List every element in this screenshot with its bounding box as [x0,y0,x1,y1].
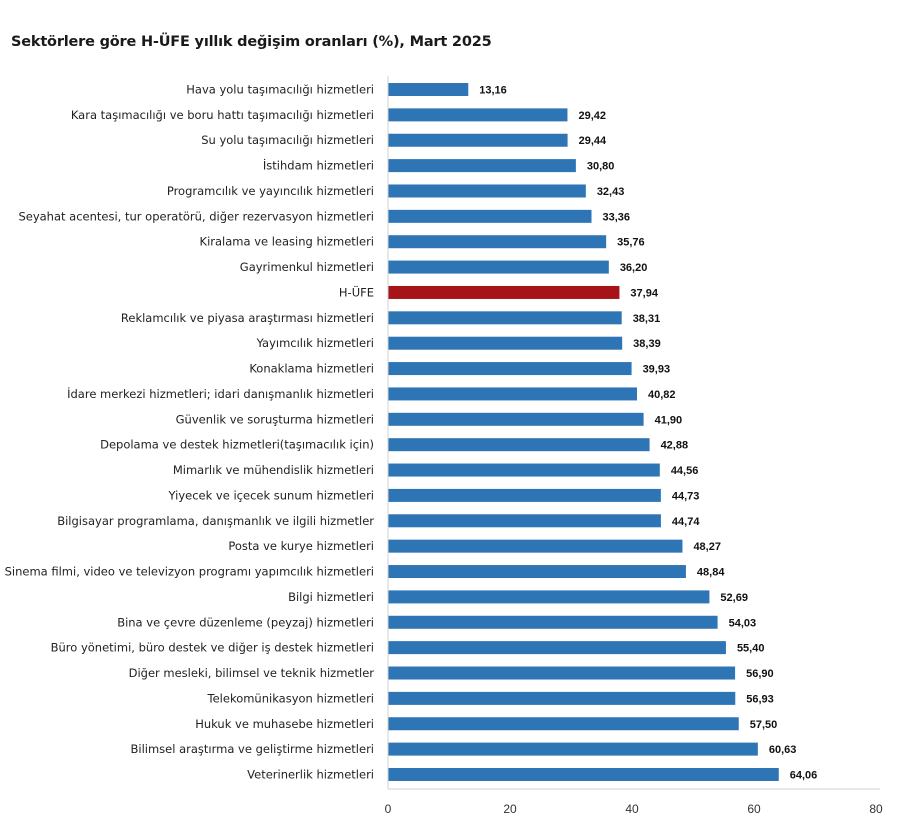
value-label: 48,27 [693,541,721,553]
bar [388,184,586,198]
x-tick-label: 80 [869,802,883,816]
bars [388,83,779,781]
category-label: Hukuk ve muhasebe hizmetleri [195,717,374,731]
value-label: 33,36 [602,211,630,223]
value-label: 32,43 [597,186,625,198]
bar [388,641,726,655]
bar [388,590,710,604]
category-label: Bina ve çevre düzenleme (peyzaj) hizmetl… [117,615,374,629]
value-label: 64,06 [790,769,818,781]
category-label: Hava yolu taşımacılığı hizmetleri [186,83,374,97]
category-label: Bilimsel araştırma ve geliştirme hizmetl… [131,742,375,756]
value-label: 30,80 [587,161,615,173]
category-label: Su yolu taşımacılığı hizmetleri [201,133,374,147]
axes [387,76,880,790]
category-label: Diğer mesleki, bilimsel ve teknik hizmet… [129,666,375,680]
category-label: Büro yönetimi, büro destek ve diğer iş d… [51,641,374,655]
category-label: Depolama ve destek hizmetleri(taşımacılı… [100,438,374,452]
value-label: 29,44 [579,135,607,147]
x-tick-label: 40 [625,802,639,816]
category-label: Konaklama hizmetleri [249,362,374,376]
bar [388,463,660,477]
category-label: Bilgi hizmetleri [288,590,374,604]
value-label: 44,74 [672,516,700,528]
bar [388,260,609,274]
chart-title: Sektörlere göre H-ÜFE yıllık değişim ora… [11,34,492,50]
value-label: 55,40 [737,643,765,655]
value-label: 36,20 [620,262,648,274]
category-label: Gayrimenkul hizmetleri [240,260,374,274]
bar [388,83,469,96]
value-label: 56,90 [746,668,774,680]
category-label: Seyahat acentesi, tur operatörü, diğer r… [18,209,374,223]
value-label: 42,88 [661,440,689,452]
category-label: Programcılık ve yayıncılık hizmetleri [167,184,374,198]
bar [388,235,607,249]
bar [388,311,622,325]
bar [388,133,568,147]
value-labels: 13,16 29,42 29,44 30,80 32,43 33,36 35,76 36,20… [479,85,817,782]
category-label: Bilgisayar programlama, danışmanlık ve i… [57,514,374,528]
x-tick-label: 20 [503,802,517,816]
bar [388,717,739,731]
bar [388,742,758,756]
bar [388,666,736,680]
bar [388,615,718,629]
value-label: 57,50 [750,719,778,731]
bar [388,691,736,705]
value-label: 35,76 [617,237,645,249]
category-label: Güvenlik ve soruşturma hizmetleri [176,412,374,426]
value-label: 13,16 [479,85,507,97]
value-label: 38,31 [633,313,661,325]
bar [388,108,568,122]
category-labels: Hava yolu taşımacılığı hizmetleri Kara ta… [5,83,375,782]
x-tick-label: 0 [385,802,392,816]
bar [388,565,686,579]
category-label: Reklamcılık ve piyasa araştırması hizmet… [121,311,374,325]
bar [388,539,683,553]
bar [388,767,779,781]
value-label: 44,56 [671,465,699,477]
category-label: Sinema filmi, video ve televizyon progra… [5,565,374,579]
x-axis-ticks: 0 20 40 60 80 [385,802,883,816]
bar [388,209,592,223]
category-label: Mimarlık ve mühendislik hizmetleri [173,463,374,477]
category-label: İstihdam hizmetleri [263,158,374,173]
category-label: Yayımcılık hizmetleri [256,336,374,350]
value-label: 29,42 [578,110,606,122]
bar [388,412,644,426]
category-label: Posta ve kurye hizmetleri [228,539,374,553]
bar [388,159,576,173]
value-label: 60,63 [769,744,797,756]
category-label: Kiralama ve leasing hizmetleri [200,235,374,249]
value-label: 41,90 [655,414,683,426]
highlight-bar [388,285,620,299]
value-label: 48,84 [697,567,725,579]
value-label: 56,93 [746,693,774,705]
value-label: 54,03 [729,617,757,629]
bar [388,438,650,452]
value-label: 44,73 [672,490,700,502]
category-label: İdare merkezi hizmetleri; idari danışman… [67,386,374,401]
value-label: 52,69 [720,592,748,604]
category-label: H-ÜFE [339,283,374,299]
bar [388,362,632,376]
value-label: 38,39 [633,338,661,350]
value-label: 40,82 [648,389,676,401]
value-label: 39,93 [643,364,671,376]
bar [388,387,638,401]
x-tick-label: 60 [747,802,761,816]
category-label: Veterinerlik hizmetleri [247,767,374,781]
bar [388,488,661,502]
category-label: Kara taşımacılığı ve boru hattı taşımacı… [71,108,374,122]
value-label: 37,94 [630,287,658,299]
bar [388,514,661,528]
bar [388,336,623,350]
category-label: Telekomünikasyon hizmetleri [207,691,374,705]
category-label: Yiyecek ve içecek sunum hizmetleri [168,488,374,502]
